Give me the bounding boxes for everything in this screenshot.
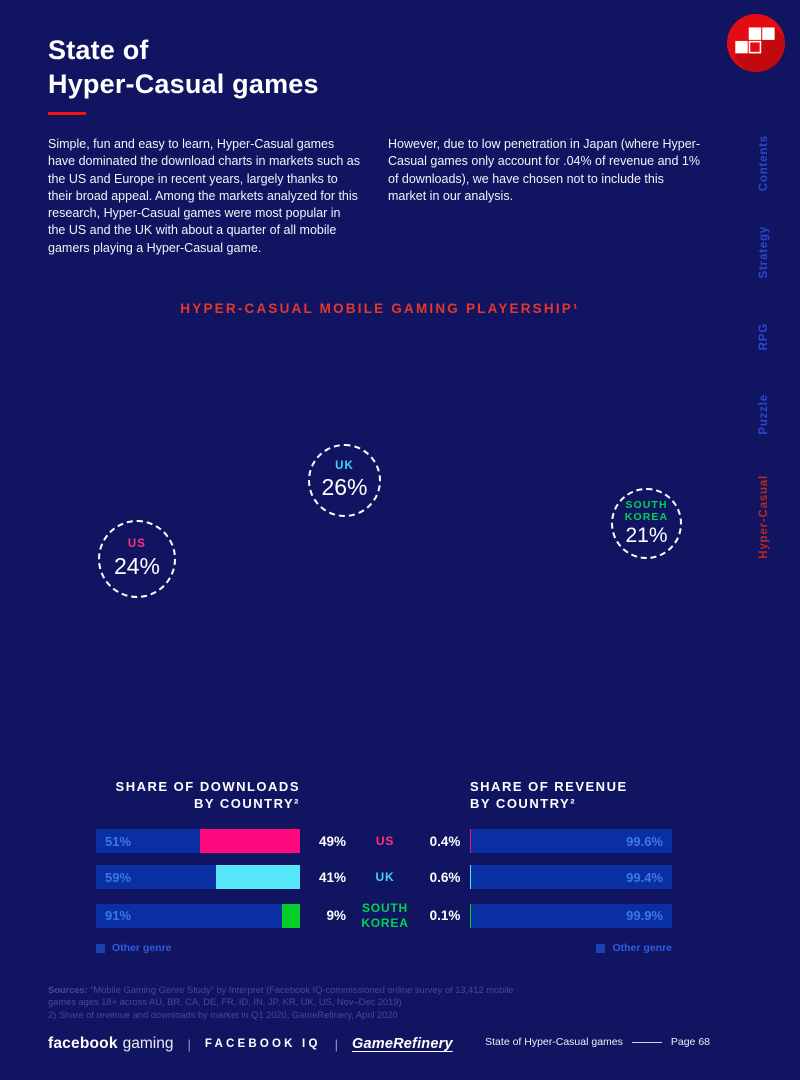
title-line-2: Hyper-Casual games xyxy=(48,69,319,100)
playership-circle-us: US 24% xyxy=(98,520,176,598)
facebook-logo: facebook xyxy=(48,1035,118,1052)
playership-heading: HYPER-CASUAL MOBILE GAMING PLAYERSHIP¹ xyxy=(180,301,580,316)
brand-divider: | xyxy=(334,1036,338,1052)
legend-label: Other genre xyxy=(612,942,672,955)
downloads-bar: 59% xyxy=(96,865,300,890)
intro-paragraph-left: Simple, fun and easy to learn, Hyper-Cas… xyxy=(48,137,360,255)
sidebar-item-contents[interactable]: Contents xyxy=(758,135,770,192)
sources-line-3: 2) Share of revenue and downloads by mar… xyxy=(48,1009,398,1020)
gamerefinery-logo: GameRefinery xyxy=(352,1036,453,1052)
downloads-hyper-segment xyxy=(281,903,300,928)
downloads-other-segment: 59% xyxy=(96,865,217,890)
revenue-other-value: 99.9% xyxy=(626,908,663,924)
facebook-iq-logo: FACEBOOK IQ xyxy=(204,1038,321,1050)
downloads-other-value: 91% xyxy=(105,908,132,924)
sidebar-item-rpg[interactable]: RPG xyxy=(758,323,770,351)
legend-swatch-icon xyxy=(96,943,105,953)
revenue-hyper-value: 0.1% xyxy=(429,908,461,924)
revenue-hyper-value: 0.4% xyxy=(429,833,461,849)
downloads-bar: 51% xyxy=(96,829,300,854)
page-number: Page 68 xyxy=(670,1036,710,1048)
page-reference: State of Hyper-Casual games Page 68 xyxy=(485,1036,710,1048)
circle-country-label: SOUTH KOREA xyxy=(624,498,669,523)
revenue-hyper-segment xyxy=(470,903,472,928)
downloads-legend: Other genre xyxy=(96,942,300,954)
circle-value: 26% xyxy=(321,474,368,501)
revenue-other-value: 99.6% xyxy=(626,833,663,849)
playership-circle-uk: UK 26% xyxy=(308,444,381,517)
page-ref-title: State of Hyper-Casual games xyxy=(485,1036,623,1048)
sidebar-item-strategy[interactable]: Strategy xyxy=(758,226,770,279)
country-label: US xyxy=(375,834,395,849)
title-line-1: State of xyxy=(48,35,149,65)
footer-brands: facebook gaming | FACEBOOK IQ | GameRefi… xyxy=(48,1033,453,1055)
page-ref-rule xyxy=(631,1041,662,1043)
brand-divider: | xyxy=(187,1036,191,1052)
circle-country-label: US xyxy=(127,538,147,551)
legend-label: Other genre xyxy=(112,942,172,955)
chart-row-uk: 59% 41% UK 0.6% 99.4% xyxy=(96,865,672,890)
downloads-other-value: 59% xyxy=(105,869,132,885)
revenue-hyper-segment xyxy=(470,829,472,854)
revenue-hyper-value: 0.6% xyxy=(429,869,461,885)
downloads-bar: 91% xyxy=(96,903,300,928)
revenue-bar: 99.4% xyxy=(470,865,672,890)
revenue-other-segment: 99.9% xyxy=(471,903,672,928)
downloads-other-value: 51% xyxy=(105,833,132,849)
downloads-hyper-segment xyxy=(200,829,300,854)
downloads-hyper-value: 9% xyxy=(326,908,346,924)
revenue-chart-title: SHARE OF REVENUE BY COUNTRY² xyxy=(470,779,628,812)
sources-line-1: “Mobile Gaming Genre Study” by Interpret… xyxy=(90,985,514,995)
sources-note: Sources: “Mobile Gaming Genre Study” by … xyxy=(48,984,514,1021)
downloads-hyper-value: 41% xyxy=(318,869,346,885)
intro-section: Simple, fun and easy to learn, Hyper-Cas… xyxy=(48,136,700,257)
title-underline xyxy=(48,112,86,116)
revenue-other-segment: 99.6% xyxy=(471,829,672,854)
revenue-bar: 99.6% xyxy=(470,829,672,854)
country-label: UK xyxy=(375,870,395,885)
downloads-chart-title: SHARE OF DOWNLOADS BY COUNTRY² xyxy=(115,779,300,812)
revenue-other-value: 99.4% xyxy=(626,869,663,885)
revenue-hyper-segment xyxy=(470,865,472,890)
playership-circle-south-korea: SOUTH KOREA 21% xyxy=(611,488,682,559)
intro-paragraph-right: However, due to low penetration in Japan… xyxy=(388,137,700,203)
country-label: SOUTH KOREA xyxy=(361,901,409,930)
circle-value: 24% xyxy=(113,552,161,579)
gaming-wordmark: gaming xyxy=(122,1035,174,1052)
sidebar-item-hyper-casual[interactable]: Hyper-Casual xyxy=(758,475,770,559)
legend-swatch-icon xyxy=(596,943,606,953)
chart-row-south-korea: 91% 9% SOUTH KOREA 0.1% 99.9% xyxy=(96,901,672,930)
downloads-other-segment: 51% xyxy=(96,829,201,854)
circle-country-label: UK xyxy=(335,459,354,472)
sidebar-item-puzzle[interactable]: Puzzle xyxy=(758,394,770,435)
pixel-cube-logo-icon xyxy=(727,14,785,72)
revenue-legend: Other genre xyxy=(470,942,672,954)
circle-value: 21% xyxy=(625,524,668,548)
sources-label: Sources: xyxy=(48,985,88,995)
revenue-bar: 99.9% xyxy=(470,903,672,928)
downloads-hyper-segment xyxy=(216,865,300,890)
chart-row-us: 51% 49% US 0.4% 99.6% xyxy=(96,829,672,854)
charts-section: SHARE OF DOWNLOADS BY COUNTRY² SHARE OF … xyxy=(96,778,672,954)
chart-legends: Other genre Other genre xyxy=(96,942,672,954)
revenue-other-segment: 99.4% xyxy=(471,865,672,890)
downloads-hyper-value: 49% xyxy=(318,833,346,849)
page-title: State of Hyper-Casual games xyxy=(48,33,319,116)
downloads-other-segment: 91% xyxy=(96,903,282,928)
sources-line-2: games ages 18+ across AU, BR, CA, DE, FR… xyxy=(48,997,402,1008)
